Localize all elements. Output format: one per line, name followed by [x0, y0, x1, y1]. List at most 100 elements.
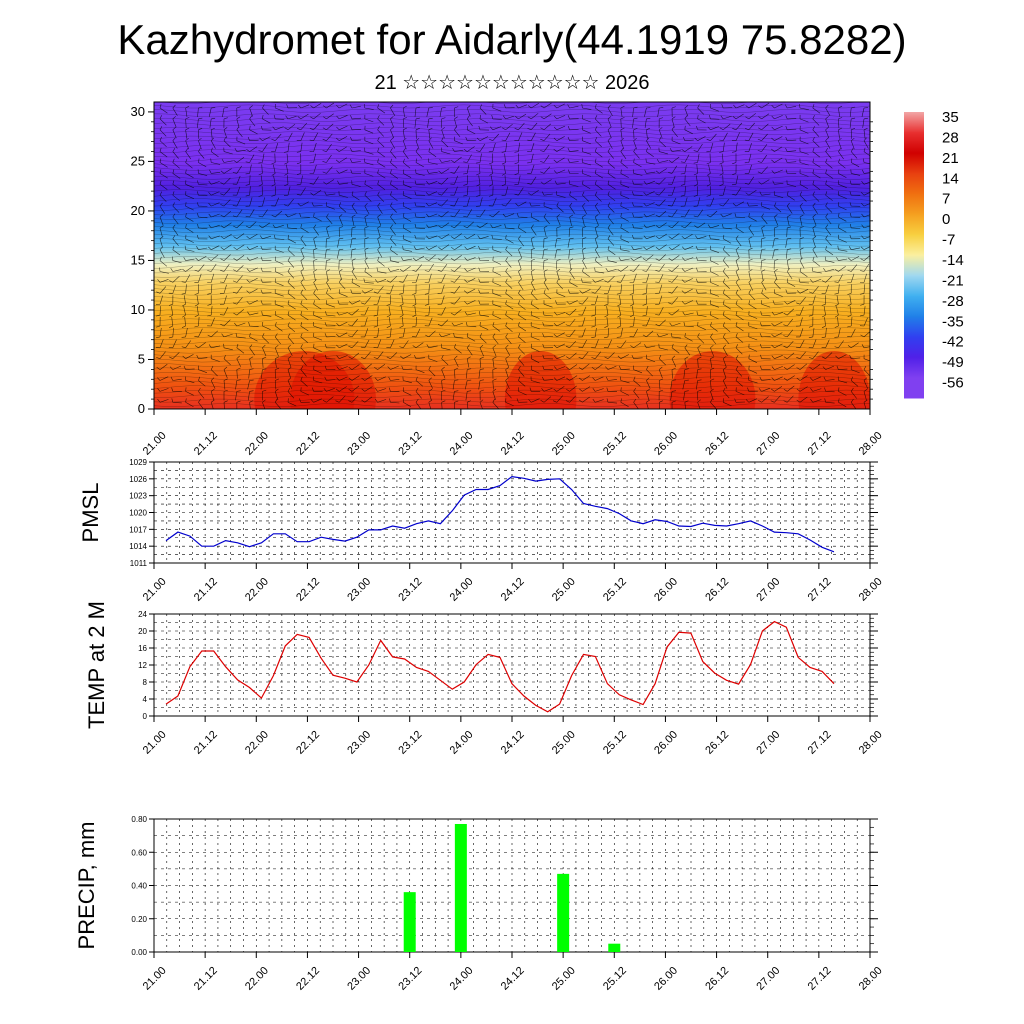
contour-line [154, 180, 870, 185]
x-tick-label: 21.12 [192, 965, 220, 993]
colorbar-label: -21 [942, 272, 964, 289]
x-tick-label: 25.00 [550, 965, 578, 993]
contour-line [154, 287, 870, 292]
contour-line [154, 278, 870, 283]
x-tick-label: 23.12 [396, 576, 424, 604]
colorbar-swatch [904, 173, 924, 195]
contour-line [154, 398, 870, 403]
x-tick-label: 24.00 [448, 729, 476, 757]
contour-line [154, 189, 870, 193]
contour-line [154, 363, 870, 367]
y-tick-label: 30 [131, 104, 145, 119]
colorbar-swatch [904, 275, 924, 297]
y-tick-label: 0.00 [131, 948, 147, 957]
contour-line [154, 229, 870, 234]
x-tick-label: 26.00 [652, 576, 680, 604]
x-tick-label: 21.12 [192, 729, 220, 757]
contour-line [154, 158, 870, 162]
x-tick-label: 27.12 [806, 729, 834, 757]
x-tick-label: 22.12 [294, 965, 322, 993]
y-tick-label: 1014 [129, 542, 147, 551]
y-tick-label: 25 [131, 153, 145, 168]
y-tick-label: 1029 [129, 458, 147, 467]
temp-panel: 0 4 8 12 16 20 24 21.00 21.12 22.00 22.12 23.00 23.1… [84, 601, 885, 757]
y-tick-label: 24 [138, 610, 147, 619]
y-tick-label: 20 [138, 627, 147, 636]
x-tick-label: 22.12 [294, 729, 322, 757]
contour-line [154, 331, 870, 336]
y-tick-label: 0.40 [131, 882, 147, 891]
temp-line [165, 620, 835, 713]
contour-line [154, 251, 870, 256]
x-tick-label: 25.00 [550, 576, 578, 604]
x-tick-label: 28.00 [857, 576, 885, 604]
contour-line [154, 207, 870, 211]
x-tick-label: 26.12 [703, 729, 731, 757]
contour-line [154, 389, 870, 394]
x-tick-label: 24.00 [448, 965, 476, 993]
contour-line [154, 220, 870, 225]
colorbar-swatch [904, 357, 924, 379]
x-tick-label: 22.00 [243, 965, 271, 993]
y-tick-label: 0 [138, 401, 145, 416]
x-tick-label: 21.00 [141, 576, 169, 604]
colorbar-swatch [904, 255, 924, 276]
x-tick-label: 24.12 [499, 430, 527, 458]
contour-line [154, 140, 870, 144]
colorbar-label: -49 [942, 354, 964, 371]
x-tick-label: 28.00 [857, 965, 885, 993]
x-tick-label: 23.00 [345, 576, 373, 604]
precip-bar [557, 873, 570, 952]
precip-bar [403, 892, 416, 952]
x-tick-label: 22.00 [243, 576, 271, 604]
colorbar-swatch [904, 214, 924, 236]
y-axis-label: PRECIP, mm [74, 822, 99, 950]
precip-panel: 0.00 0.20 0.40 0.60 0.80 21.00 21.12 22.00 22.12… [74, 815, 885, 993]
colorbar-swatch [904, 234, 924, 256]
contour-line [154, 394, 870, 398]
x-tick-label: 25.12 [601, 965, 629, 993]
x-tick-label: 21.00 [141, 729, 169, 757]
colorbar-label: 7 [942, 191, 950, 208]
pmsl-line [165, 475, 835, 553]
y-tick-label: 15 [131, 252, 145, 267]
contour-line [154, 282, 870, 287]
contour-line [154, 171, 870, 176]
colorbar-label: 21 [942, 150, 959, 167]
y-tick-label: 0 [143, 712, 148, 721]
contour-line [154, 300, 870, 305]
contour-line [154, 216, 870, 220]
precip-bar [608, 943, 621, 952]
warm-patch [504, 351, 577, 409]
contour-line [154, 358, 870, 363]
x-tick-label: 28.00 [857, 729, 885, 757]
contour-line [154, 323, 870, 327]
x-tick-label: 24.12 [499, 729, 527, 757]
y-tick-label: 1020 [129, 509, 147, 518]
x-tick-label: 21.12 [192, 576, 220, 604]
x-tick-label: 23.00 [345, 729, 373, 757]
wind-barbs [155, 102, 870, 409]
contour-line [154, 349, 870, 354]
colorbar-label: 0 [942, 211, 950, 228]
contour-line [154, 314, 870, 318]
x-tick-label: 24.00 [448, 430, 476, 458]
contour-line [154, 309, 870, 314]
pmsl-panel: 1011 1014 1017 1020 1023 1026 1029 21.00 21.12 22… [78, 458, 885, 604]
y-tick-label: 0.80 [131, 815, 147, 824]
contour-line [154, 202, 870, 207]
contour-line [154, 198, 870, 202]
x-tick-label: 23.00 [345, 430, 373, 458]
y-tick-label: 1017 [129, 525, 147, 534]
contour-line [154, 367, 870, 372]
x-tick-label: 26.12 [703, 430, 731, 458]
colorbar-label: -7 [942, 232, 955, 249]
y-tick-label: 1026 [129, 475, 147, 484]
contour-line [154, 385, 870, 390]
x-tick-label: 27.12 [806, 430, 834, 458]
colorbar-label: -42 [942, 334, 964, 351]
contour-line [154, 113, 870, 118]
x-tick-label: 28.00 [857, 430, 885, 458]
x-tick-label: 27.00 [754, 576, 782, 604]
contour-line [154, 260, 870, 265]
